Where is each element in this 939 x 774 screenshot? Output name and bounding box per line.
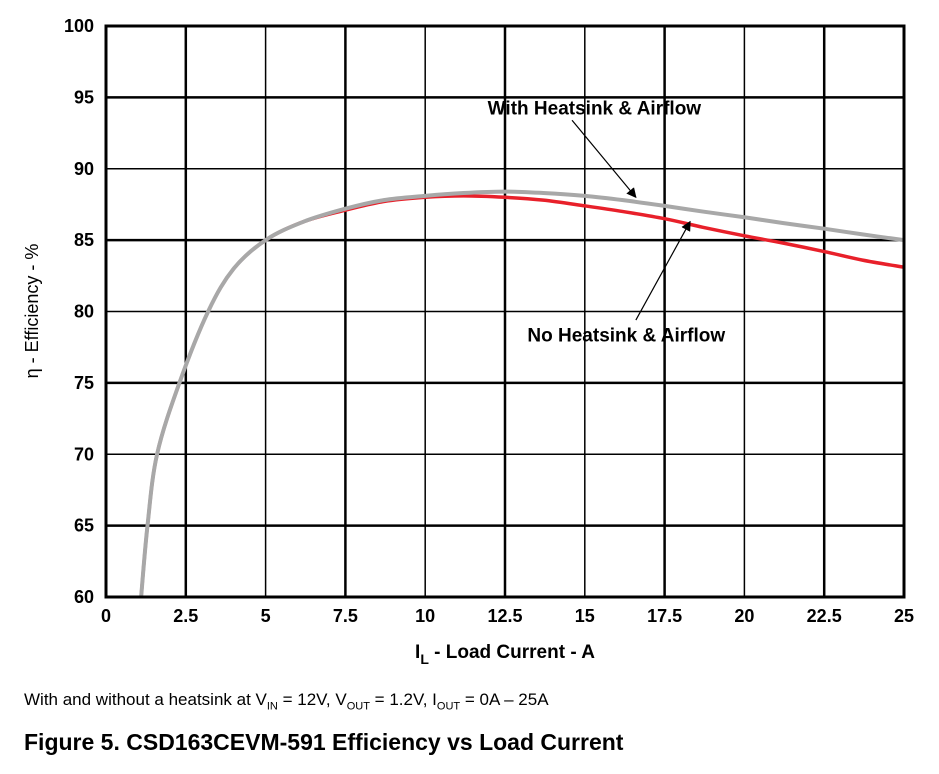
efficiency-chart: 0 2.5 5 7.5 10 12.5 15 17.5 20 22.5 25 60 65 70 75 80 85… [22,16,914,667]
y-tick-label: 75 [74,373,94,393]
x-tick-label: 22.5 [807,606,842,626]
y-tick-label: 100 [64,16,94,36]
y-tick-label: 70 [74,444,94,464]
y-tick-label: 85 [74,230,94,250]
x-tick-label: 2.5 [173,606,198,626]
y-tick-label: 65 [74,516,94,536]
figure-caption: With and without a heatsink at VIN = 12V… [24,690,549,713]
plot-frame [104,24,906,599]
x-tick-label: 15 [575,606,595,626]
y-tick-label: 80 [74,302,94,322]
x-tick-label: 25 [894,606,914,626]
annotations: With Heatsink & Airflow No Heatsink & Air… [488,99,726,347]
annotation-arrow [635,220,691,321]
series-line-with-heatsink [139,189,905,598]
series-line-no-heatsink [139,194,905,598]
x-tick-label: 7.5 [333,606,358,626]
y-tick-label: 60 [74,587,94,607]
annotation-label: With Heatsink & Airflow [488,99,702,120]
x-tick-label: 17.5 [647,606,682,626]
x-tick-label: 5 [261,606,271,626]
y-axis-label: η - Efficiency - % [22,244,42,379]
annotation-label: No Heatsink & Airflow [527,325,725,346]
annotation-arrow [571,119,637,199]
figure-title: Figure 5. CSD163CEVM-591 Efficiency vs L… [24,729,624,755]
x-tick-label: 20 [734,606,754,626]
y-tick-label: 95 [74,87,94,107]
x-axis-label: IL - Load Current - A [415,642,595,667]
series-group [139,189,905,598]
tick-labels: 0 2.5 5 7.5 10 12.5 15 17.5 20 22.5 25 60 65 70 75 80 85… [64,16,914,626]
x-tick-label: 12.5 [487,606,522,626]
y-tick-label: 90 [74,159,94,179]
x-tick-label: 0 [101,606,111,626]
x-tick-label: 10 [415,606,435,626]
